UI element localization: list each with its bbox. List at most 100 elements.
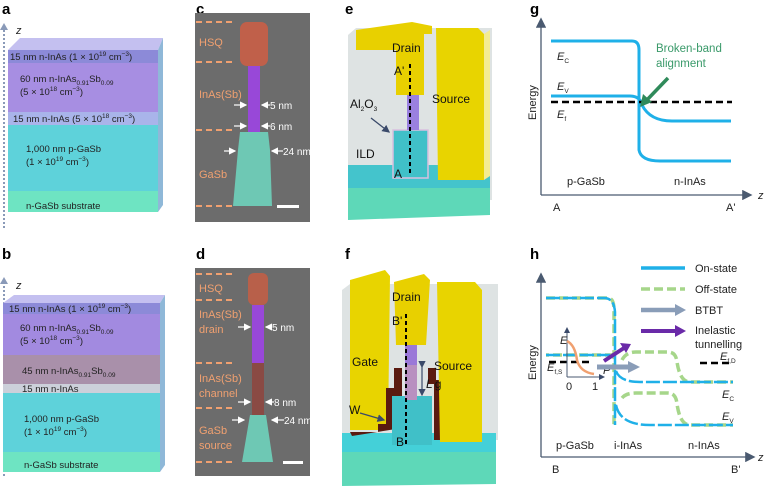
fermi-dirac-curve (566, 339, 595, 376)
scale-bar (277, 205, 299, 208)
layer-label-inassb: 60 nm n-InAs0.91Sb0.09 (20, 74, 114, 87)
panel-b-layer-stack: z 15 nm n-InAs (1 × 1019 cm−3) 60 nm n-I… (0, 277, 165, 476)
region-i-inas: i-InAs (614, 440, 643, 452)
arrowhead-icon (640, 94, 652, 107)
panel-a-layer-stack: z 15 nm n-InAs (1 × 1019 cm−3) 60 nm n-I… (0, 23, 163, 228)
annotation-broken-band-1: Broken-band (656, 43, 722, 55)
inelastic-tunnelling-arrow (602, 346, 626, 363)
inset-e-label: E (560, 335, 568, 347)
region-n-inas: n-InAs (688, 440, 720, 452)
label-channel-2: channel (199, 388, 238, 400)
layer-label-inas-top: 15 nm n-InAs (1 × 1019 cm−3) (9, 303, 131, 315)
panel-h-band-diagram: Energy z E P 0 1 Ef,S Ef,D EC EV p-GaSb … (527, 263, 764, 476)
panel-label-h: h (530, 246, 539, 263)
panel-label-b: b (2, 246, 11, 263)
region-p-gasb: p-GaSb (556, 440, 594, 452)
valence-band-curve (551, 94, 731, 123)
label-ec: EC (722, 389, 734, 403)
label-drain: Drain (392, 290, 421, 304)
panel-label-e: e (345, 1, 353, 18)
arrowhead-icon (675, 304, 686, 316)
legend: On-state Off-state BTBT Inelastic tunnel… (641, 263, 742, 351)
arrowhead-icon (628, 361, 640, 373)
panel-label-g: g (530, 1, 539, 18)
inset-p-label: P (603, 365, 611, 377)
annotation-broken-band-2: alignment (656, 58, 707, 70)
z-label: z (15, 280, 22, 292)
layer-label-substrate: n-GaSb substrate (24, 460, 98, 471)
label-b-prime: B' (392, 314, 402, 328)
label-drain-1: InAs(Sb) (199, 309, 242, 321)
label-efd: Ef,D (720, 351, 736, 365)
label-ec: EC (557, 51, 569, 65)
label-source: Source (434, 359, 472, 373)
label-a: A (394, 167, 402, 181)
layer-doping-gasb: (1 × 1019 cm−3) (26, 156, 89, 168)
panel-d-sem-image: HSQ InAs(Sb) drain InAs(Sb) channel GaSb… (195, 268, 312, 476)
panel-label-d: d (196, 246, 205, 263)
layer-doping-inassb: (5 × 1018 cm−3) (20, 86, 83, 98)
label-ev: EV (722, 411, 734, 425)
layer-label-substrate: n-GaSb substrate (26, 201, 100, 212)
label-start-b: B (552, 464, 559, 476)
layer-label-gasb: 1,000 nm p-GaSb (26, 144, 101, 155)
layer-label-inas-bottom: 15 nm n-InAs (5 × 1018 cm−3) (13, 113, 135, 125)
label-source: Source (432, 92, 470, 106)
label-hsq: HSQ (199, 283, 223, 295)
dimension-6nm: 6 nm (270, 122, 292, 133)
z-label: z (15, 25, 22, 37)
x-axis-label: z (757, 190, 764, 202)
layer-doping-gasb: (1 × 1019 cm−3) (24, 426, 87, 438)
region-n-inas: n-InAs (674, 176, 706, 188)
legend-inelastic-2: tunnelling (695, 339, 742, 351)
label-start-a: A (553, 202, 561, 214)
panel-c-sem-image: HSQ InAs(Sb) GaSb 5 nm 6 nm 24 nm (195, 13, 311, 222)
dimension-8nm: 8 nm (274, 398, 296, 409)
label-drain: Drain (392, 41, 421, 55)
panel-label-f: f (345, 246, 351, 263)
label-b: B (396, 435, 404, 449)
label-w: W (349, 403, 361, 417)
layer-doping-inassb: (5 × 1018 cm−3) (20, 335, 83, 347)
y-axis-label: Energy (527, 85, 539, 120)
label-gate: Gate (352, 355, 378, 369)
label-ild: ILD (356, 147, 375, 161)
region-p-gasb: p-GaSb (567, 176, 605, 188)
inset-tick-1: 1 (592, 381, 598, 393)
label-efs: Ef,S (547, 362, 563, 376)
layer-label-inas-top: 15 nm n-InAs (1 × 1019 cm−3) (10, 51, 132, 63)
dimension-24nm: 24 nm (284, 416, 312, 427)
label-ef: Ef (557, 109, 566, 123)
label-ev: EV (557, 81, 569, 95)
layer-label-inassb: 60 nm n-InAs0.91Sb0.09 (20, 323, 114, 336)
panel-label-a: a (2, 1, 11, 18)
legend-off-state: Off-state (695, 284, 737, 296)
annotation-arrow (643, 76, 670, 104)
dimension-24nm: 24 nm (283, 147, 311, 158)
legend-on-state: On-state (695, 263, 737, 275)
inset-tick-0: 0 (566, 381, 572, 393)
label-hsq: HSQ (199, 37, 223, 49)
layer-label-gasb: 1,000 nm p-GaSb (24, 414, 99, 425)
label-channel-1: InAs(Sb) (199, 373, 242, 385)
panel-g-band-diagram: Energy z EC EV Ef Broken-band alignment … (527, 17, 764, 214)
z-arrowhead-icon (0, 23, 8, 30)
label-inassb: InAs(Sb) (199, 89, 242, 101)
y-axis-label: Energy (527, 345, 539, 380)
panel-label-c: c (196, 1, 204, 18)
dimension-5nm: 5 nm (272, 323, 294, 334)
scale-bar (283, 461, 303, 464)
label-gasb: GaSb (199, 169, 227, 181)
panel-e-device-schematic: Drain Source A' A Al2O3 ILD (348, 22, 492, 220)
label-a-prime: A' (394, 64, 404, 78)
legend-inelastic-1: Inelastic (695, 325, 736, 337)
z-arrowhead-icon (0, 277, 8, 284)
label-al2o3: Al2O3 (350, 97, 378, 113)
label-drain-2: drain (199, 324, 223, 336)
label-end-b-prime: B' (731, 464, 740, 476)
legend-btbt: BTBT (695, 305, 723, 317)
arrowhead-icon (675, 325, 686, 337)
